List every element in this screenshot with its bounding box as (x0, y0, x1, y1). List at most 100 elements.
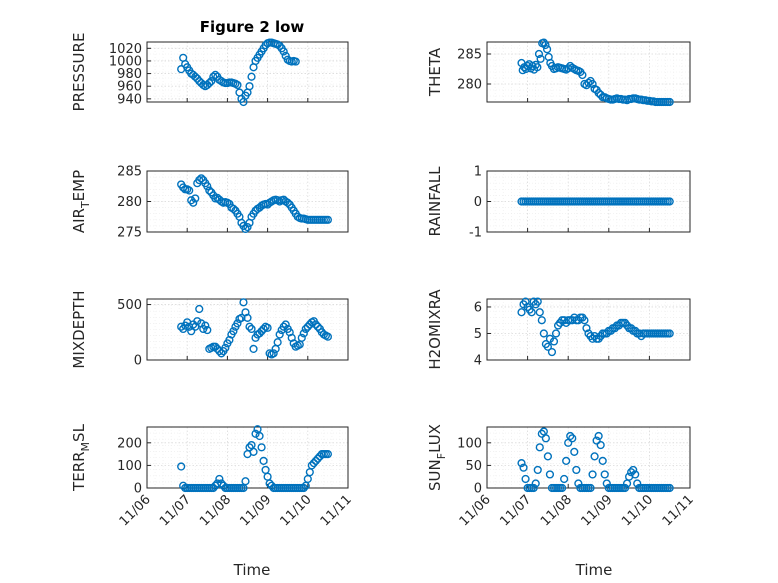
data-point (313, 454, 322, 463)
data-point (521, 297, 530, 306)
data-point (211, 70, 220, 79)
data-point (291, 57, 300, 66)
y-tick-label: 200 (117, 436, 142, 451)
data-point (568, 434, 577, 443)
data-point (185, 322, 194, 331)
data-point (201, 321, 210, 330)
subplot-rainfall: 1 0 -1 RAINFALL (426, 165, 691, 241)
y-tick-label: 1 (474, 165, 482, 180)
data-point (259, 324, 268, 334)
data-point (592, 436, 601, 445)
data-point (543, 342, 553, 351)
data-point (633, 479, 642, 488)
axes-border-h2omixra (486, 298, 691, 361)
data-point (533, 465, 542, 475)
data-point (247, 72, 256, 81)
data-point (229, 204, 238, 213)
data-point (191, 72, 200, 81)
data-point (566, 431, 575, 441)
data-point (279, 322, 288, 331)
data-point (541, 40, 550, 50)
subplot-theta: 285 280 THETA (426, 38, 691, 107)
data-point (588, 79, 597, 89)
data-point (303, 322, 312, 331)
x-tick-label: 11/07 (157, 492, 194, 529)
data-point (265, 479, 274, 488)
data-point (299, 329, 308, 338)
y-tick-label: 280 (117, 195, 142, 210)
data-point (580, 316, 589, 325)
y-tick-label: 100 (457, 436, 482, 451)
data-point (570, 447, 579, 456)
data-point (586, 483, 595, 493)
data-point (263, 323, 272, 332)
data-point (323, 332, 333, 341)
data-point (582, 324, 591, 333)
data-point (247, 324, 256, 334)
data-point (309, 459, 318, 468)
data-point (249, 344, 258, 354)
x-tick-label: 11/10 (278, 492, 315, 529)
data-point (299, 483, 308, 493)
data-point (205, 78, 214, 88)
data-point (233, 80, 242, 90)
x-tick-label: 11/09 (237, 492, 274, 529)
data-point (243, 313, 252, 322)
data-point (257, 327, 266, 336)
y-tick-label: 100 (117, 459, 142, 474)
data-point (519, 463, 528, 472)
data-point (203, 182, 212, 191)
y-tick-label: 275 (117, 226, 142, 241)
data-point (620, 483, 630, 493)
data-point (545, 470, 555, 479)
y-axis-label-rainfall: RAINFALL (426, 166, 444, 237)
data-point (245, 322, 254, 331)
data-point (535, 443, 544, 452)
data-point (665, 483, 674, 493)
data-point (539, 329, 548, 338)
data-point (207, 77, 216, 86)
y-tick-label: 500 (117, 298, 142, 313)
y-tick-label: 50 (465, 459, 482, 474)
data-point (600, 470, 609, 479)
data-point (572, 465, 581, 475)
y-tick-label: 0 (474, 482, 482, 497)
data-point (547, 347, 557, 357)
data-point (205, 186, 214, 195)
data-point (251, 429, 260, 438)
data-point (257, 443, 266, 452)
y-tick-label: 1020 (109, 42, 142, 57)
data-point (193, 317, 202, 326)
x-tick-label: 11/08 (197, 492, 234, 529)
data-point (255, 329, 264, 338)
data-point (596, 90, 605, 99)
y-tick-label: 980 (117, 67, 142, 82)
data-point (534, 49, 544, 59)
subplot-air_temp: 285 280 275 AIRTEMP (70, 165, 349, 241)
x-axis-label-left: Time (233, 561, 271, 579)
data-point (241, 224, 250, 234)
y-tick-label: 4 (474, 354, 482, 369)
data-point (241, 477, 250, 486)
data-point (217, 479, 226, 488)
data-point (665, 329, 674, 338)
data-point (281, 320, 290, 329)
data-point (578, 70, 587, 80)
data-point (560, 474, 569, 484)
data-point (221, 343, 230, 352)
data-point (243, 223, 252, 232)
data-point (195, 304, 204, 314)
data-point (273, 338, 282, 347)
y-axis-label-theta: THETA (426, 47, 444, 97)
data-point (531, 479, 540, 488)
data-point (211, 342, 220, 351)
data-point (311, 456, 320, 465)
data-point (229, 327, 238, 336)
data-point (177, 462, 186, 471)
data-point (215, 474, 224, 484)
y-tick-label: 0 (134, 354, 142, 369)
x-tick-label: 11/07 (497, 492, 534, 529)
